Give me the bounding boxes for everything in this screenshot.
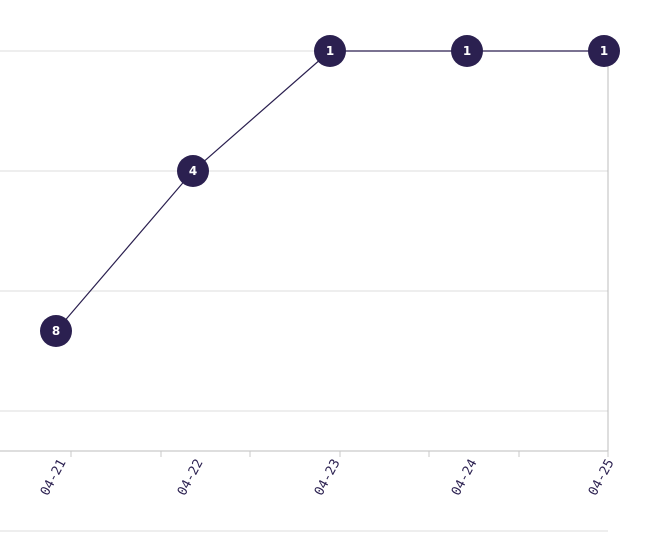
data-point-04-25[interactable]: 1 bbox=[588, 35, 620, 67]
x-tick-label: 04-21 bbox=[38, 457, 70, 499]
x-tick-label: 04-22 bbox=[175, 457, 207, 499]
data-point-04-23[interactable]: 1 bbox=[314, 35, 346, 67]
x-tick-label: 04-23 bbox=[312, 457, 344, 499]
series-line-0 bbox=[55, 50, 604, 332]
data-marker[interactable] bbox=[177, 155, 209, 187]
data-label: 1 bbox=[463, 44, 471, 58]
data-marker[interactable] bbox=[588, 35, 620, 67]
data-point-04-22[interactable]: 4 bbox=[177, 155, 209, 187]
data-point-04-24[interactable]: 1 bbox=[451, 35, 483, 67]
x-tick-labels: 04-21 04-22 04-23 04-24 04-25 bbox=[38, 457, 618, 499]
x-tick-label: 04-24 bbox=[449, 457, 481, 499]
data-marker[interactable] bbox=[451, 35, 483, 67]
data-label: 8 bbox=[52, 324, 60, 338]
data-label: 1 bbox=[600, 44, 608, 58]
data-label: 1 bbox=[326, 44, 334, 58]
x-tick-label: 04-25 bbox=[586, 457, 618, 499]
x-ticks bbox=[70, 451, 609, 457]
data-marker[interactable] bbox=[40, 315, 72, 347]
data-marker[interactable] bbox=[314, 35, 346, 67]
data-label: 4 bbox=[189, 164, 197, 178]
axes bbox=[0, 51, 609, 452]
series: 8 4 1 1 1 bbox=[40, 35, 620, 347]
data-point-04-21[interactable]: 8 bbox=[40, 315, 72, 347]
gridlines bbox=[0, 50, 608, 532]
